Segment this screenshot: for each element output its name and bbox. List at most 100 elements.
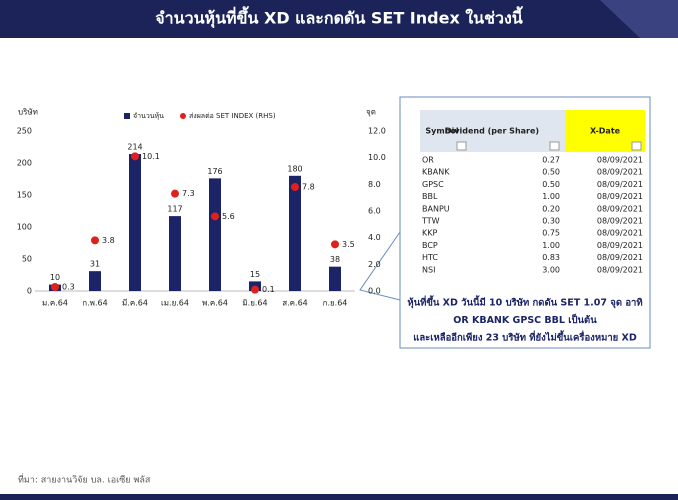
table-cell: NSI [422, 265, 435, 274]
y2-tick-label: 8.0 [368, 180, 381, 189]
table-cell: 08/09/2021 [597, 229, 643, 238]
table-cell: 1.00 [542, 241, 560, 250]
table-cell: KBANK [422, 168, 450, 177]
dot-label: 7.8 [302, 183, 315, 192]
dot-label: 0.1 [262, 285, 275, 294]
dot [91, 236, 99, 245]
table-cell: GPSC [422, 180, 444, 189]
table-cell: 3.00 [542, 265, 560, 274]
x-tick-label: ก.พ.64 [82, 299, 107, 308]
y2-tick-label: 4.0 [368, 233, 381, 242]
table-cell: OR [422, 156, 434, 165]
table-cell: 08/09/2021 [597, 265, 643, 274]
dot [131, 152, 139, 161]
bar [209, 178, 221, 291]
table-cell: 0.20 [542, 204, 560, 213]
dot [251, 285, 259, 294]
bar-label: 38 [330, 255, 340, 264]
legend-label: ส่งผลต่อ SET INDEX (RHS) [189, 112, 276, 120]
table-cell: TTW [421, 217, 440, 226]
dot [291, 183, 299, 191]
y2-tick-label: 0.0 [368, 287, 381, 296]
x-tick-label: พ.ค.64 [202, 299, 228, 308]
y-tick-label: 150 [17, 191, 32, 200]
y-tick-label: 100 [17, 223, 32, 232]
x-tick-label: ส.ค.64 [282, 299, 308, 308]
y2-tick-label: 12.0 [368, 127, 386, 136]
table-cell: 08/09/2021 [597, 168, 643, 177]
dot-label: 7.3 [182, 189, 195, 198]
table-cell: 08/09/2021 [597, 204, 643, 213]
bar-label: 214 [127, 143, 142, 152]
table-cell: 08/09/2021 [597, 192, 643, 201]
table-header-bg [420, 110, 565, 152]
x-tick-label: มี.ค.64 [122, 299, 148, 308]
note-line: และเหลืออีกเพียง 23 บริษัท ที่ยังไม่ขึ้น… [413, 330, 637, 344]
table-header: X-Date [590, 127, 621, 136]
table-cell: BBL [422, 192, 438, 201]
table-cell: BCP [422, 241, 438, 250]
table-cell: 08/09/2021 [597, 253, 643, 262]
bar [329, 266, 341, 291]
dot-label: 3.5 [342, 240, 355, 249]
bar [289, 175, 301, 291]
y2-axis-title: จุด [366, 108, 376, 117]
dot-label: 3.8 [102, 236, 115, 245]
bar [129, 154, 141, 291]
y2-tick-label: 10.0 [368, 153, 386, 162]
footer-bar [0, 494, 678, 500]
bar-label: 117 [167, 205, 182, 214]
dot [171, 189, 179, 198]
table-cell: 0.50 [542, 180, 560, 189]
table-cell: 1.00 [542, 192, 560, 201]
x-tick-label: มิ.ย.64 [242, 299, 267, 308]
note-line: หุ้นที่ขึ้น XD วันนี้มี 10 บริษัท กดดัน … [407, 295, 642, 309]
bar-label: 180 [287, 164, 302, 173]
source: ที่มา: สายงานวิจัย บล. เอเซีย พลัส [18, 473, 151, 486]
header-bar [0, 0, 678, 38]
y-tick-label: 200 [17, 159, 32, 168]
note-line: OR KBANK GPSC BBL เป็นต้น [453, 313, 597, 326]
legend-swatch [180, 113, 186, 119]
dot-label: 5.6 [222, 212, 235, 221]
dot [51, 283, 59, 291]
table-header: Symbol [425, 127, 459, 136]
table-cell: BANPU [422, 204, 450, 213]
bar-label: 176 [207, 167, 222, 176]
bar [89, 271, 101, 291]
y-tick-label: 50 [22, 255, 32, 264]
x-tick-label: เม.ย.64 [161, 299, 189, 308]
x-tick-label: ม.ค.64 [42, 299, 68, 308]
table-cell: HTC [422, 253, 438, 262]
table-cell: 0.75 [542, 229, 560, 238]
table-cell: 08/09/2021 [597, 156, 643, 165]
bar-label: 10 [50, 273, 60, 282]
filter-button[interactable] [631, 141, 642, 151]
table-cell: 08/09/2021 [597, 217, 643, 226]
filter-button[interactable] [549, 141, 560, 151]
header-accent [600, 0, 678, 38]
y-tick-label: 250 [17, 127, 32, 136]
dot [331, 240, 339, 249]
x-tick-label: ก.ย.64 [323, 299, 348, 308]
bar-label: 15 [250, 270, 260, 279]
table-cell: 08/09/2021 [597, 241, 643, 250]
dot-label: 0.3 [62, 283, 75, 292]
dot-label: 10.1 [142, 152, 160, 161]
table-cell: 0.50 [542, 168, 560, 177]
y2-tick-label: 2.0 [368, 260, 381, 269]
y-axis-title: บริษัท [18, 108, 38, 117]
bar [169, 216, 181, 291]
table-cell: 08/09/2021 [597, 180, 643, 189]
y-tick-label: 0 [27, 287, 32, 296]
bar-label: 31 [90, 260, 100, 269]
table-cell: 0.27 [542, 156, 560, 165]
page-title: จำนวนหุ้นที่ขึ้น XD และกดดัน SET Index ใ… [155, 6, 523, 29]
filter-button[interactable] [456, 141, 467, 151]
table-cell: 0.83 [542, 253, 560, 262]
y2-tick-label: 6.0 [368, 207, 381, 216]
table-cell: KKP [422, 229, 437, 238]
legend-label: จำนวนหุ้น [133, 112, 164, 120]
